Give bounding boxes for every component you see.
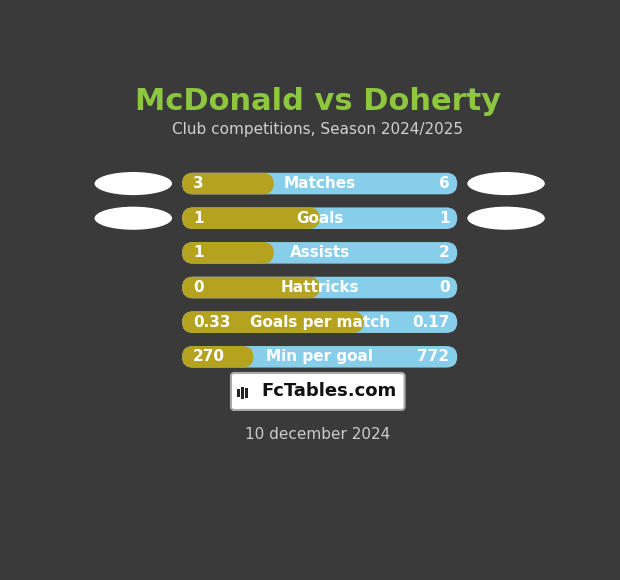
- FancyBboxPatch shape: [182, 173, 274, 194]
- FancyBboxPatch shape: [182, 346, 254, 368]
- FancyBboxPatch shape: [182, 242, 458, 264]
- FancyBboxPatch shape: [182, 346, 458, 368]
- Bar: [237, 389, 241, 397]
- Ellipse shape: [467, 206, 545, 230]
- Text: 0.17: 0.17: [412, 315, 450, 329]
- Text: 10 december 2024: 10 december 2024: [245, 427, 391, 442]
- Bar: [245, 389, 248, 398]
- Text: Assists: Assists: [290, 245, 350, 260]
- FancyBboxPatch shape: [231, 373, 404, 410]
- FancyBboxPatch shape: [182, 311, 458, 333]
- Text: 270: 270: [193, 349, 225, 364]
- Ellipse shape: [467, 172, 545, 195]
- Ellipse shape: [95, 206, 172, 230]
- Text: 772: 772: [417, 349, 450, 364]
- Text: Matches: Matches: [283, 176, 356, 191]
- FancyBboxPatch shape: [182, 208, 458, 229]
- Ellipse shape: [95, 172, 172, 195]
- Text: Goals per match: Goals per match: [250, 315, 390, 329]
- Text: 0: 0: [439, 280, 450, 295]
- Text: Goals: Goals: [296, 211, 343, 226]
- Text: 3: 3: [193, 176, 203, 191]
- Text: FcTables.com: FcTables.com: [261, 382, 396, 400]
- Text: 2: 2: [439, 245, 450, 260]
- FancyBboxPatch shape: [182, 208, 320, 229]
- Text: 6: 6: [439, 176, 450, 191]
- FancyBboxPatch shape: [182, 277, 320, 298]
- FancyBboxPatch shape: [182, 242, 274, 264]
- Text: McDonald vs Doherty: McDonald vs Doherty: [135, 88, 501, 117]
- Text: 0.33: 0.33: [193, 315, 231, 329]
- Bar: [241, 387, 244, 399]
- Text: 1: 1: [193, 211, 203, 226]
- Text: 1: 1: [439, 211, 450, 226]
- Text: 0: 0: [193, 280, 203, 295]
- Text: Club competitions, Season 2024/2025: Club competitions, Season 2024/2025: [172, 122, 463, 137]
- Text: Hattricks: Hattricks: [280, 280, 359, 295]
- Text: Min per goal: Min per goal: [266, 349, 373, 364]
- FancyBboxPatch shape: [182, 311, 364, 333]
- FancyBboxPatch shape: [182, 277, 458, 298]
- Text: 1: 1: [193, 245, 203, 260]
- FancyBboxPatch shape: [182, 173, 458, 194]
